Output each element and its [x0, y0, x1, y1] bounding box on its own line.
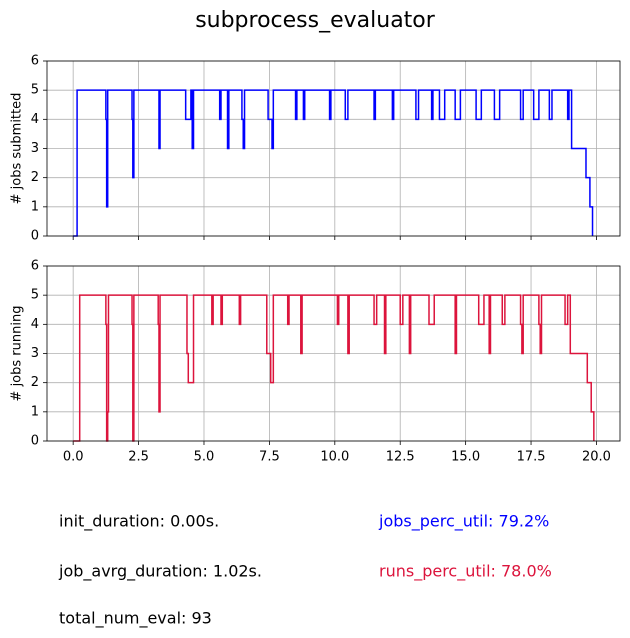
x-tick-label: 0.0 [63, 450, 84, 465]
y-tick-label: 3 [31, 346, 39, 361]
y-tick-label: 2 [31, 375, 39, 390]
y-tick-label: 0 [31, 434, 39, 449]
x-tick-label: 10.0 [320, 450, 349, 465]
y-axis-label: # jobs submitted [10, 93, 25, 205]
y-tick-label: 4 [31, 317, 39, 332]
x-tick-label: 12.5 [386, 450, 415, 465]
x-tick-label: 20.0 [582, 450, 611, 465]
y-tick-label: 1 [31, 404, 39, 419]
annotation: runs_perc_util: 78.0% [379, 562, 552, 582]
annotation: job_avrg_duration: 1.02s. [58, 562, 262, 582]
step-line [73, 89, 594, 237]
x-tick-label: 17.5 [517, 450, 546, 465]
x-tick-label: 2.5 [128, 450, 149, 465]
y-tick-label: 5 [31, 288, 39, 303]
y-tick-label: 6 [31, 259, 39, 274]
y-tick-label: 5 [31, 83, 39, 98]
axes-frame [46, 60, 621, 237]
y-tick-label: 0 [31, 229, 39, 244]
annotation: jobs_perc_util: 79.2% [378, 512, 549, 532]
axes-frame [46, 265, 621, 442]
y-tick-label: 2 [31, 170, 39, 185]
y-axis-label: # jobs running [10, 306, 25, 402]
x-tick-label: 5.0 [194, 450, 215, 465]
x-tick-label: 15.0 [451, 450, 480, 465]
y-tick-label: 1 [31, 199, 39, 214]
figure-title: subprocess_evaluator [195, 8, 436, 33]
annotation: total_num_eval: 93 [59, 609, 212, 629]
annotation: init_duration: 0.00s. [59, 512, 219, 532]
y-tick-label: 3 [31, 141, 39, 156]
y-tick-label: 4 [31, 112, 39, 127]
x-tick-label: 7.5 [259, 450, 280, 465]
step-line [73, 294, 595, 442]
y-tick-label: 6 [31, 54, 39, 69]
